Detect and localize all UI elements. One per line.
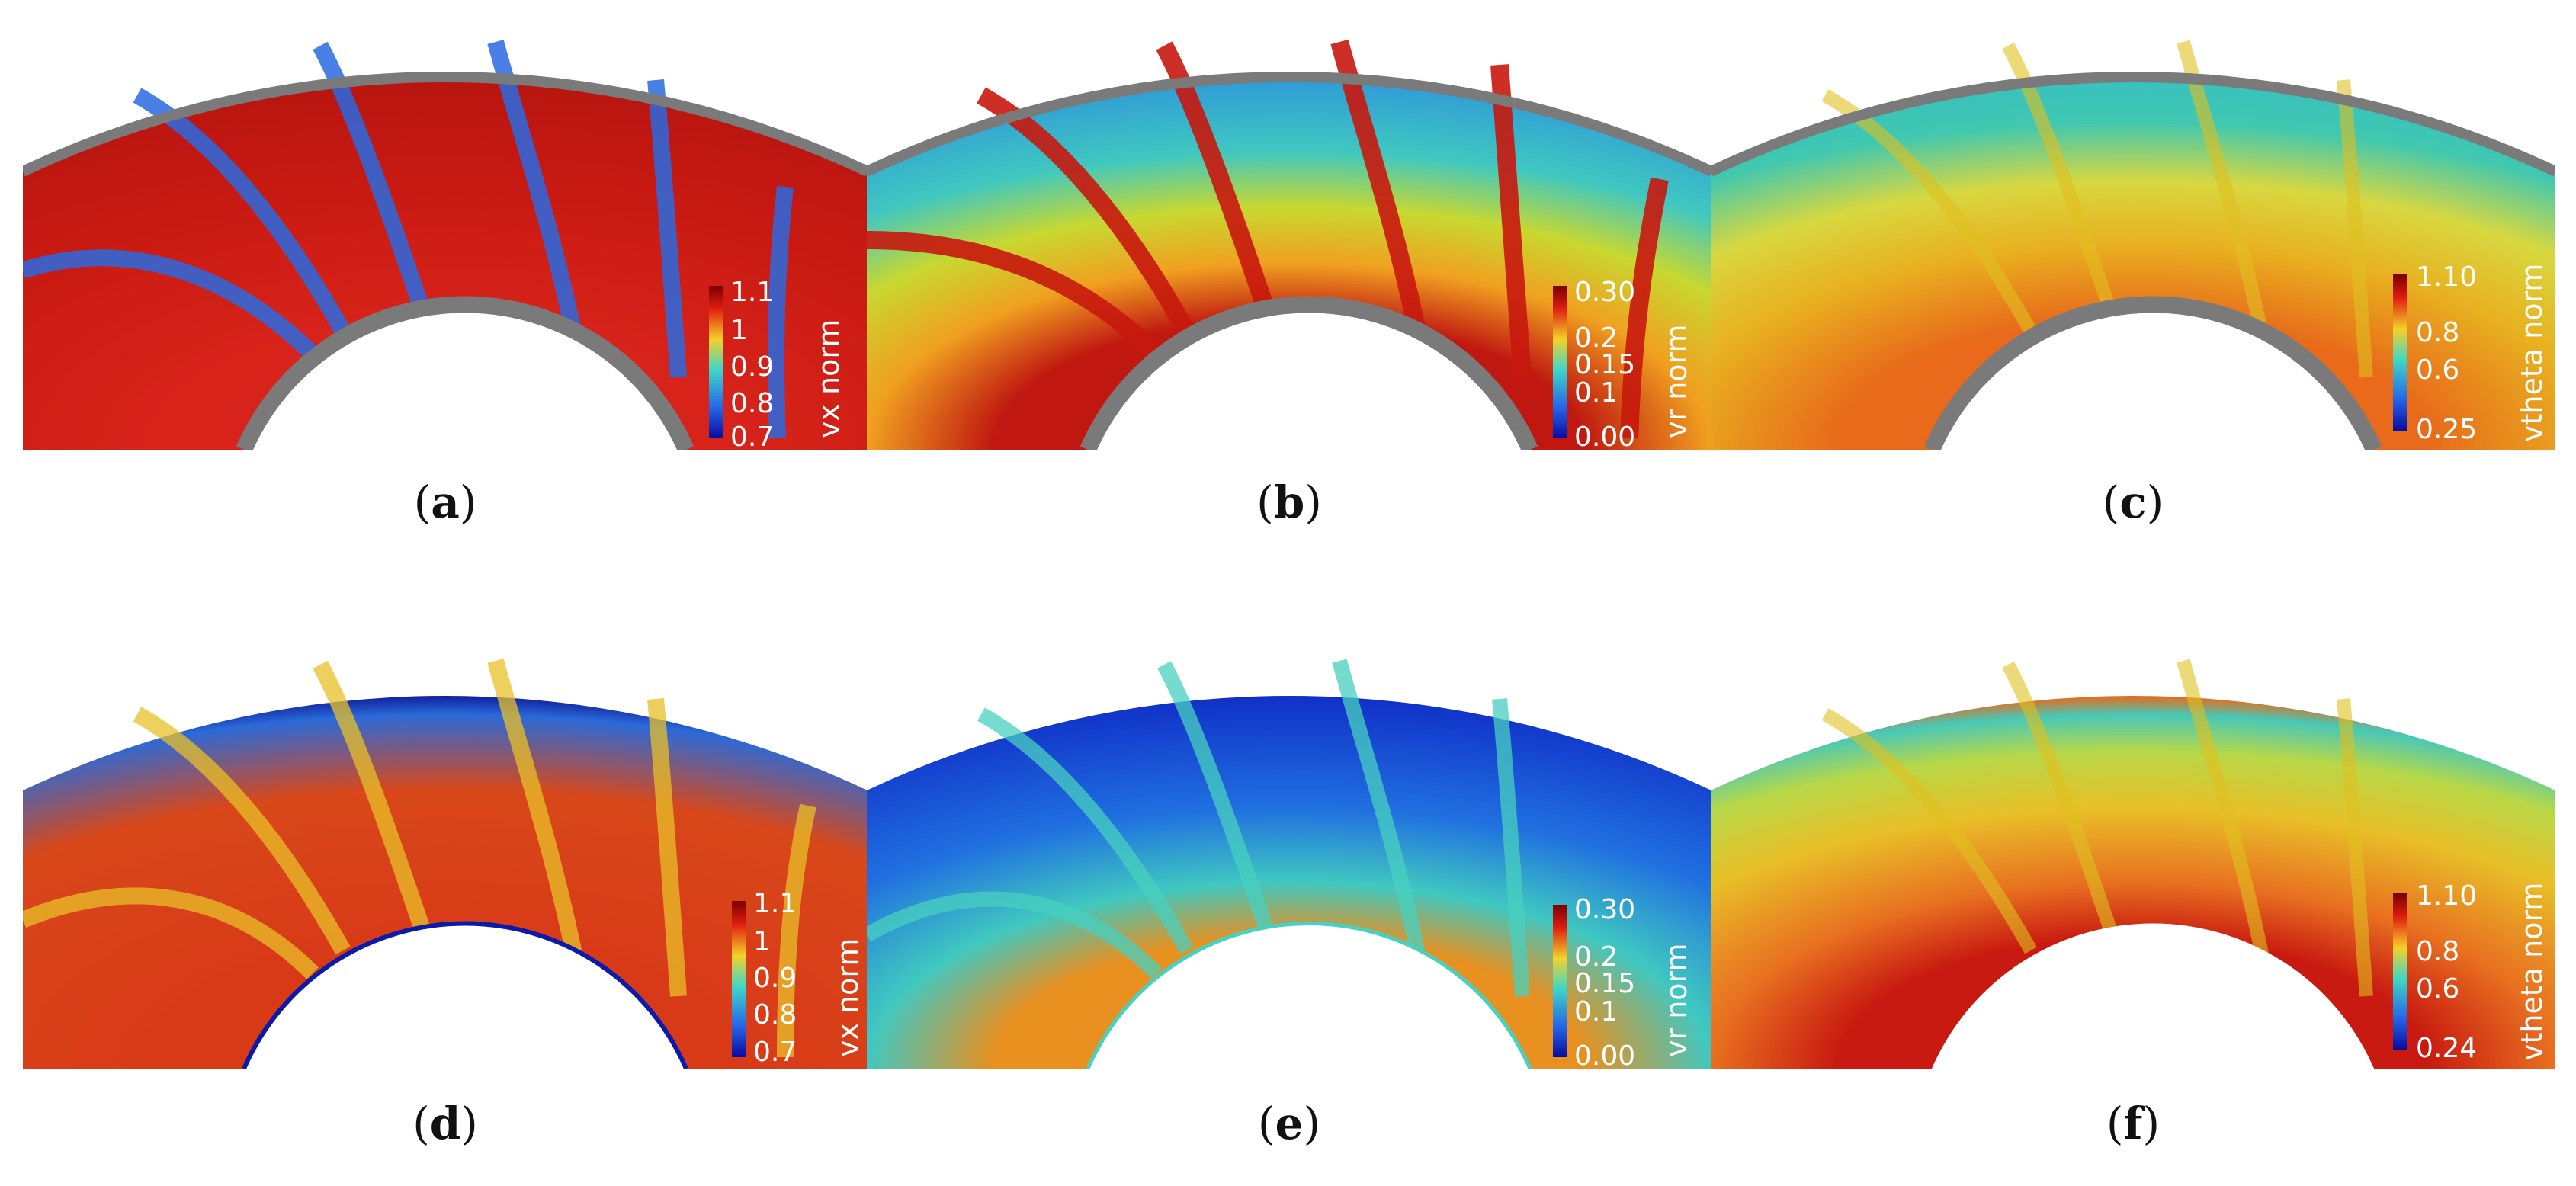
panel-c: 1.10 0.8 0.6 0.25 vtheta norm: [1711, 11, 2555, 450]
colorbar-title: vtheta norm: [2515, 264, 2549, 442]
colorbar-tick: 0.15: [1574, 968, 1635, 999]
outer-wall: [867, 72, 1711, 177]
panel-f-field: 1.10 0.8 0.6 0.24 vtheta norm: [1711, 659, 2555, 1069]
caption-a: (a): [413, 476, 477, 528]
colorbar-tick: 0.8: [2416, 936, 2459, 967]
colorbar-title: vx norm: [831, 938, 865, 1057]
colorbar-title: vx norm: [812, 319, 845, 438]
blade-streaks: [867, 659, 1530, 997]
colorbar-tick: 0.9: [730, 351, 774, 383]
colorbar-tick: 0.00: [1574, 1040, 1635, 1069]
hub-wall: [236, 296, 695, 450]
colorbar-tick: 0.9: [753, 963, 797, 994]
caption-f: (f): [2106, 1098, 2161, 1149]
colorbar-tick: 0.1: [1574, 996, 1618, 1027]
colorbar-tick: 0.7: [730, 422, 774, 450]
colorbar-tick: 0.8: [753, 999, 797, 1031]
colorbar-tick: 1.1: [753, 888, 797, 919]
panel-d-field: 1.1 1 0.9 0.8 0.7 vx norm: [23, 659, 868, 1069]
colorbar-tick: 1.10: [2416, 880, 2477, 912]
colorbar: [732, 901, 746, 1057]
panel-f: 1.10 0.8 0.6 0.24 vtheta norm: [1711, 630, 2555, 1069]
outer-wall: [1711, 72, 2555, 177]
panel-a-field: 1.1 1 0.9 0.8 0.7 vx norm: [23, 40, 868, 450]
colorbar: [2393, 893, 2407, 1050]
caption-b: (b): [1256, 476, 1322, 528]
colorbar-tick: 1.1: [730, 277, 774, 308]
caption-d: (d): [412, 1098, 478, 1149]
colorbar-tick: 0.2: [1574, 322, 1618, 354]
colorbar-tick: 0.24: [2416, 1033, 2477, 1064]
colorbar-tick: 0.8: [2416, 317, 2459, 348]
colorbar-tick: 1.10: [2416, 261, 2477, 293]
colorbar-title: vr norm: [1660, 325, 1693, 439]
caption-c: (c): [2102, 476, 2164, 528]
colorbar-tick: 0.2: [1574, 941, 1618, 973]
colorbar-tick: 0.15: [1574, 349, 1635, 380]
wake-streaks: [23, 659, 816, 1058]
colorbar-tick: 0.7: [753, 1037, 797, 1068]
colorbar-tick: 0.30: [1574, 277, 1635, 308]
colorbar: [1553, 286, 1567, 438]
panel-e-field: 0.30 0.2 0.15 0.1 0.00 vr norm: [867, 659, 1711, 1069]
colorbar-tick: 0.1: [1574, 377, 1618, 409]
panel-d: 1.1 1 0.9 0.8 0.7 vx norm: [23, 630, 868, 1069]
panel-b-field: 0.30 0.2 0.15 0.1 0.00 vr norm: [867, 39, 1711, 450]
colorbar-tick: 1: [753, 926, 771, 957]
blade-streaks: [1821, 659, 2373, 997]
hub-wall: [242, 921, 688, 1069]
colorbar: [1553, 905, 1567, 1057]
colorbar: [2393, 274, 2407, 431]
hub-region: [1932, 923, 2374, 1069]
panel-c-field: 1.10 0.8 0.6 0.25 vtheta norm: [1711, 40, 2555, 450]
panel-e: 0.30 0.2 0.15 0.1 0.00 vr norm: [867, 630, 1711, 1069]
hub-wall: [1923, 296, 2382, 450]
colorbar-title: vtheta norm: [2515, 883, 2549, 1061]
colorbar-tick: 0.00: [1574, 422, 1635, 450]
colorbar-tick: 0.25: [2416, 414, 2477, 445]
colorbar: [709, 286, 723, 438]
colorbar-tick: 0.6: [2416, 354, 2459, 386]
caption-e: (e): [1257, 1098, 1321, 1149]
colorbar-tick: 1: [730, 315, 748, 346]
colorbar-tick: 0.30: [1574, 894, 1635, 925]
colorbar-tick: 0.8: [730, 388, 774, 419]
wake-streaks: [23, 40, 794, 439]
outer-wall: [23, 72, 868, 177]
panel-a: 1.1 1 0.9 0.8 0.7 vx norm: [23, 11, 868, 450]
hub-wall: [1079, 296, 1538, 450]
panel-b: 0.30 0.2 0.15 0.1 0.00 vr norm: [867, 11, 1711, 450]
colorbar-title: vr norm: [1660, 944, 1693, 1058]
colorbar-tick: 0.6: [2416, 973, 2459, 1005]
hub-wall: [1086, 922, 1532, 1069]
